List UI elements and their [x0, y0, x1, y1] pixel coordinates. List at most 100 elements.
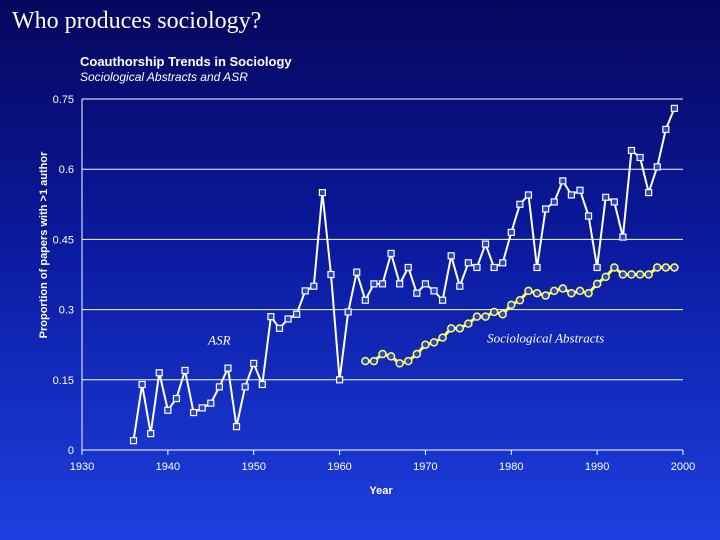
x-tick-label: 1980: [499, 461, 523, 473]
data-point-asr: [378, 280, 387, 288]
data-point-sociological-abstracts: [618, 270, 628, 279]
data-point-asr: [645, 189, 653, 197]
y-tick-label: 0: [68, 445, 74, 457]
data-point-asr: [147, 430, 155, 438]
data-point-sociological-abstracts: [446, 324, 456, 333]
data-point-asr: [619, 233, 627, 241]
data-point-sociological-abstracts: [369, 356, 379, 366]
data-point-sociological-abstracts: [575, 286, 585, 296]
data-point-sociological-abstracts: [455, 324, 465, 333]
data-point-asr: [653, 163, 661, 171]
x-tick-label: 1960: [327, 461, 351, 473]
data-point-asr: [610, 198, 618, 206]
data-point-asr: [198, 404, 206, 412]
x-tick-label: 1970: [413, 461, 437, 473]
sociological-abstracts-label: Sociological Abstracts: [487, 330, 604, 345]
data-point-sociological-abstracts: [472, 312, 482, 321]
data-point-sociological-abstracts: [429, 338, 439, 347]
data-point-asr: [370, 280, 378, 288]
data-point-asr: [250, 359, 258, 368]
data-point-sociological-abstracts: [584, 288, 593, 298]
x-tick-label: 1990: [585, 461, 609, 473]
data-point-asr: [662, 125, 670, 134]
data-point-sociological-abstracts: [652, 263, 662, 272]
data-point-asr: [241, 383, 249, 391]
series-line-sociological-abstracts: [365, 266, 675, 365]
y-tick-label: 0.15: [53, 375, 74, 387]
data-point-asr: [559, 177, 567, 185]
y-tick-label: 0.6: [59, 164, 74, 176]
chart-subtitle: Sociological Abstracts and ASR: [80, 70, 248, 84]
data-point-asr: [318, 189, 326, 197]
data-point-asr: [327, 270, 335, 279]
data-point-sociological-abstracts: [515, 295, 525, 305]
data-point-sociological-abstracts: [567, 288, 576, 298]
data-point-sociological-abstracts: [541, 291, 550, 300]
data-point-asr: [275, 324, 284, 332]
data-point-asr: [567, 191, 575, 199]
data-point-sociological-abstracts: [378, 349, 387, 359]
data-point-sociological-abstracts: [532, 288, 542, 298]
data-point-asr: [576, 186, 584, 194]
data-point-asr: [190, 408, 198, 417]
data-point-sociological-abstracts: [386, 352, 396, 361]
data-point-asr: [584, 212, 593, 220]
data-point-asr: [335, 376, 344, 384]
data-point-asr: [533, 263, 541, 272]
data-point-asr: [473, 263, 481, 272]
data-point-sociological-abstracts: [421, 340, 430, 349]
data-point-sociological-abstracts: [558, 284, 568, 293]
x-axis-label: Year: [369, 485, 393, 497]
data-point-sociological-abstracts: [524, 286, 533, 296]
data-point-asr: [404, 263, 412, 272]
data-point-asr: [353, 268, 361, 276]
tick-labels: 0 0.15 0.3 0.45 0.6 0.75 1930 1940 1950 1960 1970 1…: [53, 94, 696, 473]
data-point-asr: [387, 249, 395, 258]
data-point-asr: [550, 198, 558, 206]
data-point-asr: [421, 280, 430, 288]
data-point-sociological-abstracts: [627, 270, 636, 279]
data-point-sociological-abstracts: [507, 300, 516, 310]
data-point-asr: [301, 287, 309, 295]
data-point-asr: [413, 289, 421, 297]
x-tick-label: 1930: [70, 461, 94, 473]
data-point-asr: [456, 282, 464, 290]
data-point-asr: [258, 380, 266, 389]
annotations: ASR Sociological Abstracts: [207, 330, 604, 347]
data-point-asr: [396, 280, 404, 288]
data-point-asr: [516, 200, 524, 208]
data-point-sociological-abstracts: [464, 319, 473, 328]
data-point-sociological-abstracts: [601, 272, 610, 282]
data-point-sociological-abstracts: [549, 286, 559, 296]
data-point-asr: [293, 310, 301, 318]
data-point-asr: [344, 308, 352, 316]
data-point-sociological-abstracts: [438, 333, 447, 342]
data-point-sociological-abstracts: [610, 263, 619, 272]
x-tick-label: 1940: [156, 461, 180, 473]
data-point-asr: [627, 146, 636, 155]
data-point-asr: [439, 296, 447, 304]
data-point-asr: [207, 399, 215, 407]
data-point-asr: [670, 104, 679, 112]
data-point-asr: [224, 364, 232, 372]
data-point-asr: [164, 406, 172, 414]
data-point-asr: [155, 369, 163, 377]
data-point-sociological-abstracts: [489, 307, 499, 317]
data-point-asr: [215, 383, 223, 391]
data-point-asr: [447, 252, 455, 260]
data-point-asr: [524, 191, 533, 199]
y-tick-label: 0.45: [53, 234, 74, 246]
data-point-asr: [602, 193, 610, 201]
data-point-sociological-abstracts: [481, 312, 490, 321]
x-tick-label: 2000: [671, 461, 695, 473]
data-point-asr: [172, 394, 181, 403]
data-point-sociological-abstracts: [498, 310, 507, 319]
series-line-asr: [132, 108, 676, 441]
x-tick-label: 1950: [241, 461, 265, 473]
data-point-asr: [507, 228, 515, 236]
y-tick-label: 0.75: [53, 94, 74, 106]
y-axis-label: Proportion of papers with >1 author: [38, 151, 50, 338]
data-point-asr: [267, 313, 275, 321]
data-point-sociological-abstracts: [404, 356, 413, 366]
